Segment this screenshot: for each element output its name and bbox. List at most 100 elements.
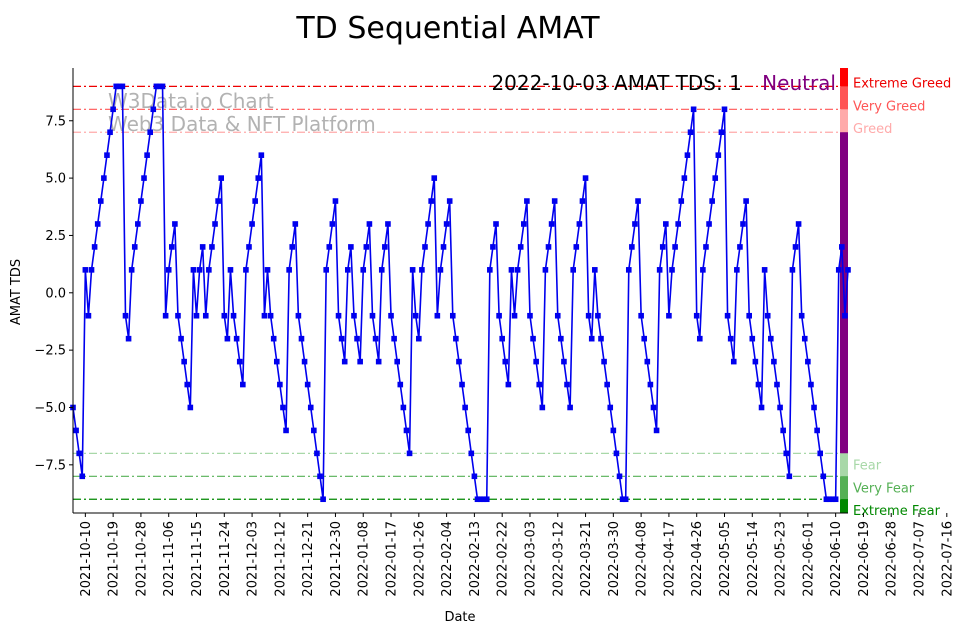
y-tick-label: 7.5 <box>45 114 66 129</box>
x-tick-label: 2022-07-16 <box>940 521 955 597</box>
data-point <box>601 358 607 365</box>
x-tick-label: 2022-03-12 <box>551 521 566 597</box>
data-point <box>595 312 601 319</box>
data-point <box>826 496 833 503</box>
data-point <box>588 335 595 342</box>
data-point <box>839 244 845 250</box>
data-point <box>159 83 166 90</box>
data-point <box>375 358 382 365</box>
data-point <box>409 267 416 273</box>
data-point <box>835 267 842 273</box>
data-point <box>394 358 401 365</box>
data-point <box>740 221 746 227</box>
data-point <box>116 83 123 90</box>
data-point <box>199 244 206 250</box>
data-point <box>431 175 438 181</box>
x-tick-label: 2022-01-26 <box>412 521 427 597</box>
y-tick-label: 2.5 <box>45 229 66 244</box>
data-point <box>764 312 771 319</box>
data-point <box>499 335 505 342</box>
data-point <box>162 312 169 319</box>
y-tick-label: −7.5 <box>34 458 66 473</box>
data-point <box>172 221 178 227</box>
data-point <box>656 267 663 273</box>
data-point <box>317 473 323 480</box>
data-point <box>135 221 141 227</box>
data-point <box>456 358 462 365</box>
data-point <box>542 267 549 273</box>
data-point <box>292 221 299 227</box>
data-point <box>286 267 292 273</box>
data-point <box>789 267 796 273</box>
data-point <box>576 221 583 227</box>
data-point <box>493 221 499 227</box>
x-tick-label: 2021-10-28 <box>134 521 149 597</box>
x-tick-label: 2022-01-08 <box>357 521 372 597</box>
x-tick-label: 2022-06-01 <box>801 521 816 597</box>
data-point <box>178 335 184 342</box>
sentiment-bar-segment <box>840 499 848 513</box>
data-point <box>150 106 157 113</box>
data-point <box>345 267 351 273</box>
data-point <box>113 83 120 90</box>
data-point <box>737 244 743 250</box>
annotation-prefix: 2022-10-03 AMAT TDS: 1 <box>491 71 741 95</box>
data-point <box>703 244 709 250</box>
x-tick-label: 2022-01-17 <box>385 521 400 597</box>
x-tick-label: 2021-11-24 <box>218 521 233 597</box>
data-point <box>196 267 203 273</box>
data-point <box>119 83 126 90</box>
data-point <box>487 267 493 273</box>
data-point <box>536 381 543 388</box>
y-tick-label: −5.0 <box>34 401 66 416</box>
data-point <box>616 473 623 480</box>
data-point <box>82 267 89 273</box>
data-point <box>138 198 144 204</box>
data-point <box>558 335 564 342</box>
data-point <box>329 221 336 227</box>
data-point <box>184 381 191 388</box>
data-point <box>690 106 697 113</box>
data-point <box>332 198 339 204</box>
data-point <box>366 221 373 227</box>
data-point <box>104 152 110 158</box>
y-tick-label: 0.0 <box>45 286 66 301</box>
data-point <box>721 106 728 113</box>
data-point <box>363 244 370 250</box>
series-line <box>72 85 849 501</box>
data-point <box>548 221 555 227</box>
data-point <box>169 244 175 250</box>
x-tick-label: 2022-03-21 <box>579 521 594 597</box>
data-point <box>131 244 138 250</box>
data-point <box>786 473 793 480</box>
data-point <box>743 198 749 204</box>
data-point <box>397 381 404 388</box>
data-point <box>570 267 576 273</box>
data-point <box>190 267 197 273</box>
y-axis-label: AMAT TDS <box>9 259 24 325</box>
data-point <box>335 312 342 319</box>
x-axis-label: Date <box>444 610 475 625</box>
data-point <box>218 175 225 181</box>
data-point <box>385 221 391 227</box>
data-point <box>277 381 283 388</box>
data-point <box>678 198 685 204</box>
data-point <box>774 381 780 388</box>
data-point <box>406 450 413 457</box>
data-point <box>771 358 777 365</box>
data-point <box>79 473 86 480</box>
data-point <box>687 129 694 136</box>
data-point <box>795 221 802 227</box>
y-tick-label: 5.0 <box>45 172 66 187</box>
y-tick-label: −2.5 <box>34 344 66 359</box>
x-tick-label: 2022-04-08 <box>635 521 650 597</box>
data-point <box>465 427 472 434</box>
x-tick-label: 2022-05-14 <box>746 521 761 597</box>
data-point <box>564 381 570 388</box>
data-point <box>814 427 820 434</box>
data-point <box>502 358 509 365</box>
data-point <box>768 335 774 342</box>
data-point <box>585 312 592 319</box>
